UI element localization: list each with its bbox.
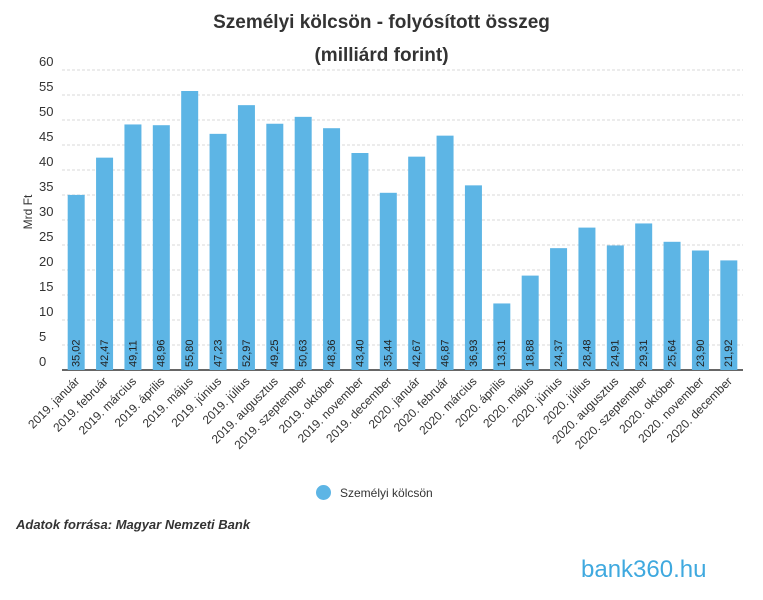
y-tick-label: 35 bbox=[39, 179, 53, 194]
y-tick-label: 45 bbox=[39, 129, 53, 144]
bar bbox=[550, 248, 568, 370]
bar-value-label: 25,64 bbox=[666, 339, 678, 367]
y-tick-label: 40 bbox=[39, 154, 53, 169]
bar bbox=[408, 156, 426, 370]
bar bbox=[635, 223, 653, 370]
chart-subtitle: (milliárd forint) bbox=[314, 45, 449, 66]
bar-value-label: 18,88 bbox=[525, 339, 537, 367]
y-tick-label: 50 bbox=[39, 104, 53, 119]
y-tick-label: 60 bbox=[39, 54, 53, 69]
bar bbox=[493, 303, 511, 370]
bar bbox=[96, 157, 114, 370]
bar bbox=[720, 260, 738, 370]
bank360-logo: bank360.hu bbox=[581, 556, 707, 583]
y-tick-label: 55 bbox=[39, 79, 53, 94]
bar bbox=[464, 185, 482, 370]
bar-value-label: 48,36 bbox=[326, 339, 338, 367]
bar-value-label: 42,47 bbox=[99, 339, 111, 367]
legend-item-szemelyi-kolcson[interactable]: Személyi kölcsön bbox=[316, 485, 433, 500]
bar bbox=[351, 153, 369, 370]
y-tick-label: 20 bbox=[39, 254, 53, 269]
bar bbox=[294, 116, 312, 370]
bar-value-label: 55,80 bbox=[184, 339, 196, 367]
bar-value-label: 13,31 bbox=[496, 339, 508, 367]
y-tick-label: 15 bbox=[39, 279, 53, 294]
bar-value-label: 49,25 bbox=[269, 339, 281, 367]
bar-value-label: 52,97 bbox=[241, 339, 253, 367]
bar bbox=[152, 125, 170, 370]
bar-value-label: 43,40 bbox=[354, 339, 366, 367]
bar bbox=[323, 128, 341, 370]
bar-value-label: 35,02 bbox=[71, 339, 83, 367]
bar bbox=[606, 245, 624, 370]
bar-value-label: 48,96 bbox=[156, 339, 168, 367]
bar-value-label: 47,23 bbox=[212, 339, 224, 367]
bar bbox=[379, 192, 397, 370]
bar bbox=[67, 194, 85, 370]
bar-value-label: 42,67 bbox=[411, 339, 423, 367]
bar bbox=[266, 123, 284, 370]
bar bbox=[237, 105, 255, 371]
bar-value-label: 23,90 bbox=[695, 339, 707, 367]
y-tick-label: 30 bbox=[39, 204, 53, 219]
bar-value-label: 21,92 bbox=[723, 339, 735, 367]
chart-title: Személyi kölcsön - folyósított összeg bbox=[213, 12, 550, 33]
y-tick-label: 0 bbox=[39, 354, 46, 369]
bar-value-label: 49,11 bbox=[127, 340, 139, 367]
bar-value-label: 50,63 bbox=[298, 339, 310, 367]
bar-value-label: 36,93 bbox=[468, 339, 480, 367]
bar-value-label: 24,91 bbox=[610, 339, 622, 367]
bar bbox=[181, 91, 199, 370]
bar bbox=[124, 124, 142, 370]
bar-value-label: 29,31 bbox=[638, 339, 650, 367]
bar-value-label: 35,44 bbox=[383, 339, 395, 367]
bar bbox=[663, 241, 681, 370]
legend-swatch bbox=[316, 485, 331, 500]
bar-value-label: 28,48 bbox=[581, 339, 593, 367]
y-tick-label: 25 bbox=[39, 229, 53, 244]
y-axis-label: Mrd Ft bbox=[21, 194, 35, 229]
bar bbox=[578, 227, 596, 370]
bar bbox=[521, 275, 539, 370]
y-tick-label: 5 bbox=[39, 329, 46, 344]
bar bbox=[436, 135, 454, 370]
source-note: Adatok forrása: Magyar Nemzeti Bank bbox=[16, 517, 251, 532]
bar bbox=[691, 250, 709, 370]
bar-value-label: 46,87 bbox=[439, 339, 451, 367]
bar bbox=[209, 133, 227, 370]
bar-value-label: 24,37 bbox=[553, 339, 565, 367]
y-tick-label: 10 bbox=[39, 304, 53, 319]
legend-label: Személyi kölcsön bbox=[340, 485, 433, 500]
